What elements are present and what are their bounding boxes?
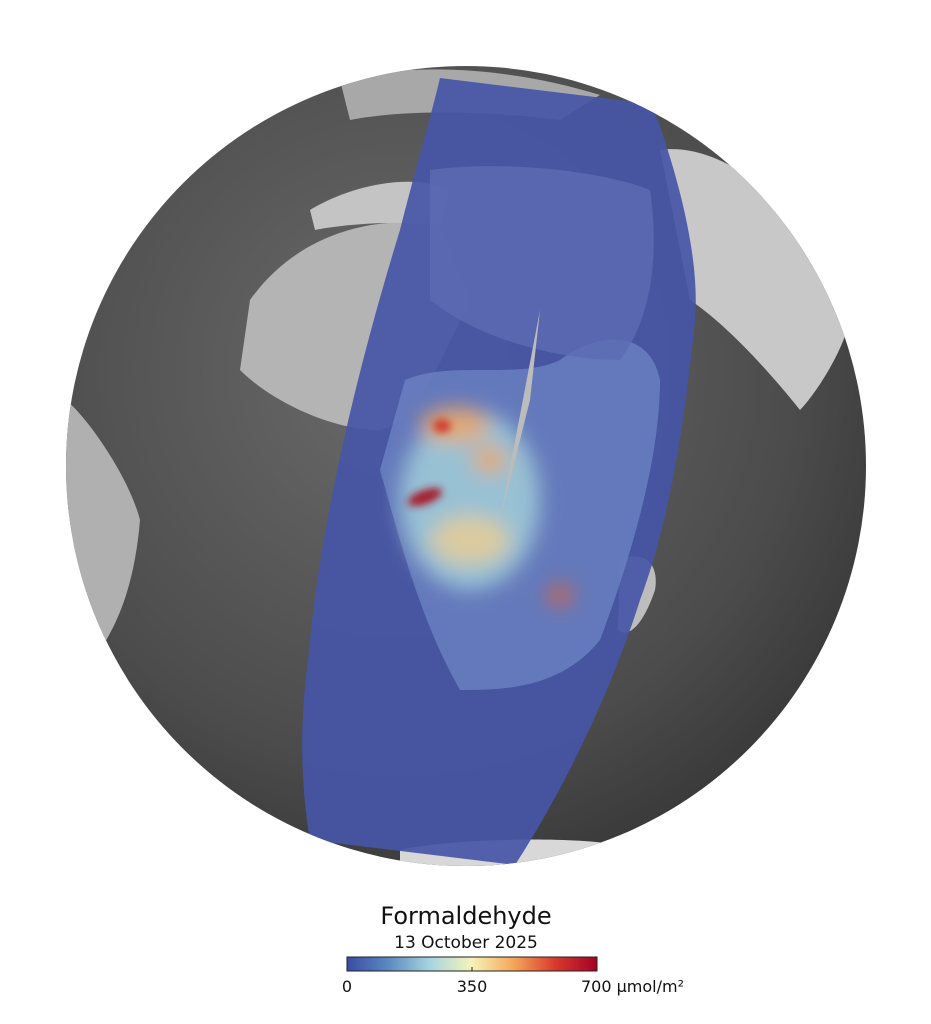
- peak: [433, 419, 451, 433]
- hot-area: [420, 407, 490, 443]
- swath: [302, 78, 696, 865]
- asia: [660, 149, 850, 411]
- peaks: [407, 419, 451, 507]
- sahara: [430, 166, 654, 360]
- globe: [66, 66, 866, 866]
- hot-area: [430, 515, 510, 565]
- colorbar: 0 350 700 μmol/m²: [342, 956, 684, 996]
- colorbar-tick-label: 350: [457, 977, 488, 996]
- title: Formaldehyde: [380, 902, 551, 930]
- hot-area: [548, 585, 572, 605]
- hotspots: [400, 407, 572, 605]
- colorbar-tick-label: 700 μmol/m²: [581, 977, 684, 996]
- peak: [407, 487, 443, 507]
- colorbar-tick-label: 0: [342, 977, 352, 996]
- date: 13 October 2025: [394, 933, 538, 953]
- hot-area: [472, 446, 508, 474]
